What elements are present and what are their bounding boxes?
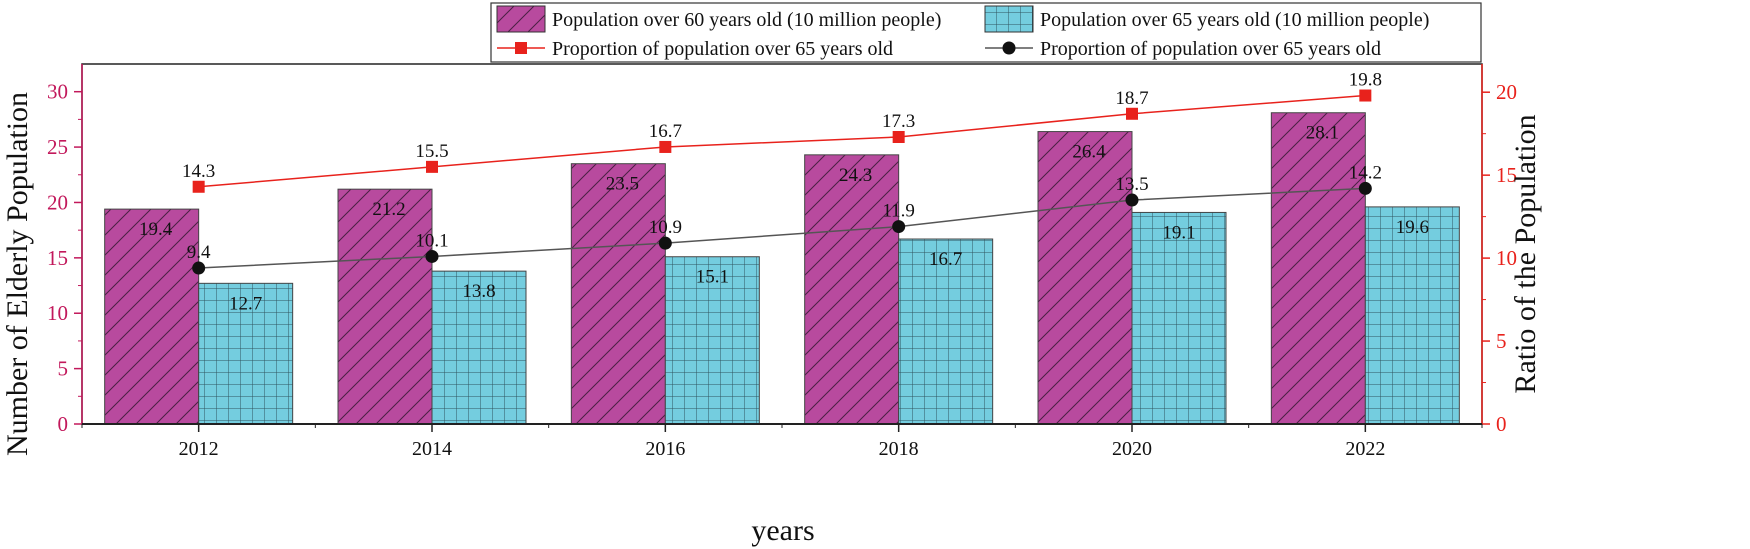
y-left-tick-label-25: 25: [47, 135, 68, 159]
bar-value-label-over60-2022: 28.1: [1306, 123, 1339, 144]
legend: Population over 60 years old (10 million…: [490, 2, 1482, 63]
legend-entry-bar-65: Population over 65 years old (10 million…: [984, 5, 1429, 33]
bar-over60-2012: [104, 208, 200, 425]
y-left-tick-label-10: 10: [47, 301, 68, 325]
y-axis-right-title: Ratio of the Population: [1509, 114, 1542, 393]
line-value-label-red-2016: 16.7: [649, 121, 682, 142]
bar-value-label-over60-2014: 21.2: [372, 199, 405, 220]
point-black-2018: [892, 220, 906, 234]
legend-entry-line-black: Proportion of population over 65 years o…: [985, 38, 1381, 60]
bar-over65-2022: [1364, 206, 1460, 425]
y-right-tick-label-10: 10: [1496, 246, 1517, 270]
point-red-2014: [426, 160, 438, 173]
point-black-2014: [425, 249, 439, 263]
x-tick-label-2022: 2022: [1345, 438, 1385, 460]
line-proportion-red: [198, 94, 1366, 188]
bar-value-label-over65-2018: 16.7: [929, 249, 962, 270]
bar-value-label-over60-2012: 19.4: [139, 219, 173, 240]
point-red-2018: [892, 130, 905, 143]
legend-swatch-bar-65: [984, 5, 1034, 33]
bar-over60-2022: [1270, 112, 1366, 425]
bar-value-label-over65-2012: 12.7: [229, 293, 262, 314]
line-value-label-red-2018: 17.3: [882, 111, 915, 132]
point-red-2012: [192, 180, 205, 193]
line-value-label-black-2018: 11.9: [882, 201, 915, 222]
legend-marker-red-square: [515, 42, 527, 54]
legend-swatch-bar-60: [496, 5, 546, 33]
bars-layer: [104, 112, 1460, 425]
y-left-tick-label-30: 30: [47, 80, 68, 104]
bar-over60-2016: [570, 163, 666, 425]
bar-over65-2018: [898, 238, 994, 425]
line-value-label-black-2014: 10.1: [415, 230, 448, 251]
point-black-2016: [658, 236, 672, 250]
legend-label-bar-65: Population over 65 years old (10 million…: [1040, 9, 1429, 31]
y-left-tick-label-5: 5: [58, 357, 69, 381]
line-proportion-black: [198, 187, 1366, 269]
labels-layer: 19.4 21.2 23.5 24.3 26.4 28.1 12.7 13.8 15.1 16.7…: [139, 70, 1429, 315]
bar-value-label-over60-2016: 23.5: [606, 174, 639, 195]
lines-layer: [192, 89, 1372, 275]
legend-label-line-red: Proportion of population over 65 years o…: [552, 38, 893, 60]
bar-value-label-over65-2022: 19.6: [1396, 217, 1429, 238]
legend-label-line-black: Proportion of population over 65 years o…: [1040, 38, 1381, 60]
bar-value-label-over65-2016: 15.1: [696, 267, 729, 288]
point-red-2020: [1126, 107, 1138, 120]
y-left-tick-label-0: 0: [58, 412, 69, 436]
y-left-tick-label-20: 20: [47, 190, 68, 214]
line-value-label-black-2020: 13.5: [1115, 174, 1148, 195]
line-value-label-red-2020: 18.7: [1115, 88, 1148, 109]
bar-over60-2018: [804, 154, 900, 425]
line-value-label-black-2016: 10.9: [649, 217, 682, 238]
x-tick-label-2016: 2016: [645, 438, 685, 460]
bar-over65-2014: [431, 270, 527, 425]
line-value-label-red-2014: 15.5: [415, 141, 448, 162]
line-value-label-red-2022: 19.8: [1349, 70, 1382, 91]
bar-over65-2016: [664, 256, 760, 425]
bar-over65-2012: [198, 282, 294, 425]
bar-over65-2020: [1131, 211, 1227, 425]
y-left-tick-label-15: 15: [47, 246, 68, 270]
line-value-label-red-2012: 14.3: [182, 161, 215, 182]
x-tick-label-2020: 2020: [1112, 438, 1152, 460]
legend-label-bar-60: Population over 60 years old (10 million…: [552, 9, 941, 31]
bar-value-label-over65-2020: 19.1: [1162, 222, 1195, 243]
x-tick-label-2012: 2012: [179, 438, 219, 460]
y-right-tick-label-0: 0: [1496, 412, 1507, 436]
x-axis-title: years: [751, 514, 814, 547]
line-value-label-black-2022: 14.2: [1349, 162, 1382, 183]
y-right-tick-label-15: 15: [1496, 163, 1517, 187]
point-black-2020: [1125, 193, 1139, 207]
y-right-tick-label-20: 20: [1496, 80, 1517, 104]
legend-entry-line-red: Proportion of population over 65 years o…: [497, 38, 893, 60]
bar-value-label-over60-2018: 24.3: [839, 165, 872, 186]
bar-over60-2020: [1037, 131, 1133, 425]
legend-marker-black-circle: [1002, 41, 1016, 55]
y-axis-left-title: Number of Elderly Population: [1, 92, 34, 456]
bar-value-label-over60-2020: 26.4: [1072, 142, 1106, 163]
point-black-2012: [192, 261, 206, 275]
legend-entry-bar-60: Population over 60 years old (10 million…: [496, 5, 941, 33]
point-black-2022: [1358, 181, 1372, 195]
y-right-tick-label-5: 5: [1496, 329, 1507, 353]
bar-over60-2014: [337, 188, 433, 425]
line-value-label-black-2012: 9.4: [187, 242, 211, 263]
point-red-2016: [659, 140, 672, 153]
bar-value-label-over65-2014: 13.8: [462, 281, 495, 302]
x-tick-label-2018: 2018: [879, 438, 919, 460]
x-tick-label-2014: 2014: [412, 438, 452, 460]
point-red-2022: [1359, 89, 1372, 102]
axes-layer: 0 5 10 15 20 25 30 0 5 10 15 20 2012 2014 2016 2018 2020…: [47, 63, 1517, 460]
